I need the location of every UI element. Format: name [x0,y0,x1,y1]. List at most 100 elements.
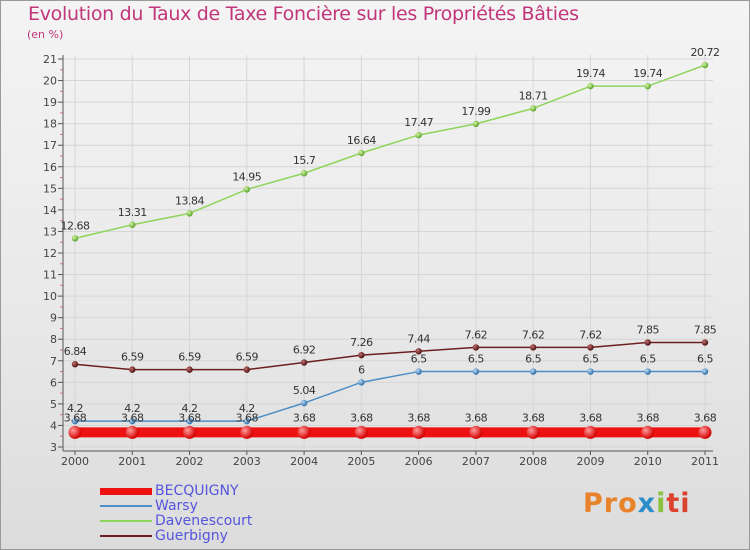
data-label-warsy: 4.2 [182,402,198,415]
point-becquigny [240,425,254,439]
data-label-guerbigny: 7.26 [350,336,373,349]
x-tick-label: 2001 [118,455,146,468]
legend-swatch-becquigny [100,488,152,495]
point-warsy [129,417,136,425]
point-becquigny [354,425,368,439]
y-tick-label: 15 [43,182,57,195]
data-label-warsy: 6.5 [411,353,427,366]
series-layer [68,61,712,439]
data-label-guerbigny: 7.85 [636,323,659,336]
point-becquigny [698,425,712,439]
y-tick-label: 6 [50,376,57,389]
point-becquigny [68,425,82,439]
chart-title: Evolution du Taux de Taxe Foncière sur l… [28,3,579,25]
data-label-becquigny: 3.68 [293,411,316,424]
point-guerbigny [472,344,480,351]
point-becquigny [412,425,426,439]
legend-label-guerbigny: Guerbigny [155,528,228,544]
x-tick-label: 2010 [634,455,662,468]
point-davenescourt [415,131,422,139]
axis-layer: 3 4 5 6 7 8 9 10 11 12 13 14 15 16 17 18 19 20 21 2000 2001 2… [43,53,719,468]
point-davenescourt [358,149,365,157]
data-label-becquigny: 3.68 [522,411,545,424]
point-davenescourt [587,82,594,90]
point-warsy [358,379,365,386]
data-label-warsy: 4.2 [239,402,255,415]
data-label-becquigny: 3.68 [350,411,373,424]
point-warsy [71,417,79,425]
data-label-warsy: 6.5 [525,353,541,366]
point-warsy [243,417,251,425]
point-becquigny [641,425,655,439]
point-guerbigny [129,366,136,373]
point-guerbigny [701,339,709,346]
series-line-warsy [74,370,706,422]
y-tick-label: 20 [43,75,57,88]
point-warsy [644,368,651,375]
data-label-warsy: 6.5 [582,353,598,366]
data-label-warsy: 6 [358,363,365,376]
legend-swatch-guerbigny [100,535,152,537]
point-warsy [415,368,422,375]
legend-swatch-davenescourt [100,520,152,522]
x-tick-label: 2003 [233,455,261,468]
data-label-guerbigny: 7.85 [694,323,717,336]
legend-swatch-warsy [100,505,152,507]
data-label-guerbigny: 6.59 [236,351,259,364]
legend-label-davenescourt: Davenescourt [155,513,253,529]
data-label-becquigny: 3.68 [694,411,717,424]
point-becquigny [469,425,483,439]
y-tick-label: 21 [43,53,57,66]
x-tick-label: 2000 [61,455,89,468]
data-label-warsy: 6.5 [697,353,713,366]
data-label-guerbigny: 7.44 [407,332,430,345]
point-guerbigny [243,366,251,373]
point-guerbigny [300,359,308,366]
point-guerbigny [415,348,422,355]
data-label-warsy: 6.5 [468,353,484,366]
unit-label: (en %) [27,28,64,41]
data-label-davenescourt: 18.71 [519,89,548,102]
y-tick-label: 13 [43,225,57,238]
y-tick-label: 12 [43,247,57,260]
point-becquigny [583,425,597,439]
x-tick-label: 2007 [462,455,490,468]
x-tick-label: 2004 [290,455,318,468]
point-davenescourt [300,170,308,177]
point-davenescourt [243,186,251,193]
data-label-guerbigny: 7.62 [522,328,545,341]
y-tick-label: 10 [43,290,57,303]
data-label-davenescourt: 20.72 [691,46,720,59]
point-davenescourt [644,82,651,90]
y-tick-label: 7 [50,355,57,368]
point-davenescourt [701,61,709,69]
point-guerbigny [358,351,365,359]
data-label-becquigny: 3.68 [407,411,430,424]
x-tick-label: 2005 [347,455,375,468]
y-tick-label: 9 [50,312,57,325]
x-tick-label: 2009 [576,455,604,468]
data-label-guerbigny: 6.92 [293,344,316,357]
data-label-warsy: 4.2 [124,402,140,415]
point-guerbigny [186,366,193,373]
data-label-warsy: 4.2 [67,402,83,415]
data-label-guerbigny: 7.62 [579,328,602,341]
point-guerbigny [71,361,79,368]
point-warsy [300,399,308,407]
point-guerbigny [587,344,594,351]
data-label-becquigny: 3.68 [121,411,144,424]
series-line-davenescourt [74,64,706,240]
point-guerbigny [644,339,651,346]
data-label-becquigny: 3.68 [579,411,602,424]
x-tick-label: 2006 [405,455,433,468]
data-label-davenescourt: 16.64 [347,134,376,147]
y-tick-label: 14 [43,204,57,217]
point-guerbigny [529,344,537,351]
data-label-guerbigny: 6.59 [178,351,201,364]
data-label-becquigny: 3.68 [64,411,87,424]
point-becquigny [297,425,311,439]
data-label-davenescourt: 13.84 [175,194,204,207]
y-tick-label: 5 [50,398,57,411]
point-davenescourt [129,221,136,228]
data-label-warsy: 6.5 [640,353,656,366]
